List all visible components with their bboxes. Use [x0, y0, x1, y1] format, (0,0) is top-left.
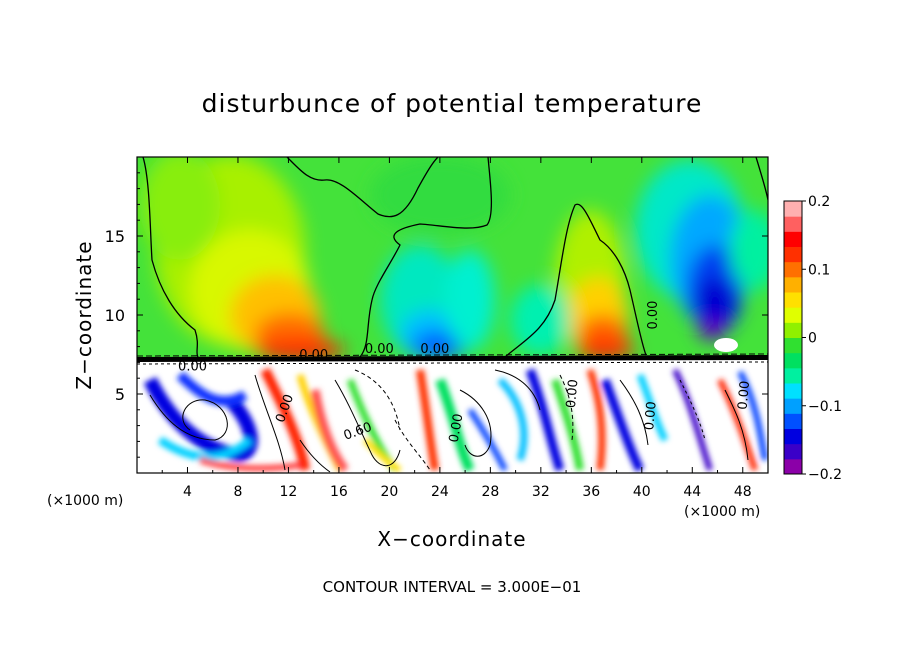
colorbar-swatch [784, 292, 802, 308]
x-tick-label: 16 [330, 484, 348, 500]
colorbar-swatch [784, 458, 802, 475]
colorbar-swatch [784, 322, 802, 338]
y-axis: 5 10 15 [105, 172, 768, 458]
y-tick-label: 15 [105, 227, 125, 246]
colorbar-swatch [784, 276, 802, 293]
chart-title: disturbunce of potential temperature [202, 89, 703, 118]
contour-label: 0.00 [564, 379, 581, 409]
white-patch [714, 338, 738, 352]
x-tick-label: 12 [280, 484, 298, 500]
colorbar-swatch [784, 443, 802, 460]
contour-label: 0.00 [642, 401, 659, 431]
lower-turbulent-field [137, 360, 768, 473]
x-tick-label: 40 [633, 484, 651, 500]
y-tick-label: 10 [105, 306, 125, 325]
contour-label: 0.00 [420, 342, 449, 357]
y-tick-label: 5 [115, 385, 125, 404]
colorbar-swatch [784, 383, 802, 399]
x-unit-label: (×1000 m) [684, 504, 760, 520]
x-tick-label: 44 [683, 484, 701, 500]
x-axis-label: X−coordinate [377, 527, 526, 551]
colorbar-tick-label: 0.1 [808, 262, 830, 278]
temperature-field [137, 157, 768, 473]
contour-label: 0.00 [646, 301, 661, 330]
colorbar-swatch [784, 246, 802, 263]
colorbar-tick-label: 0.2 [808, 194, 830, 210]
colorbar-tick-label: −0.2 [808, 467, 842, 483]
inversion-line [137, 355, 768, 362]
x-tick-label: 28 [481, 484, 499, 500]
x-tick-label: 20 [380, 484, 398, 500]
y-unit-label: (×1000 m) [47, 493, 123, 509]
colorbar-tick-label: −0.1 [808, 399, 842, 415]
contour-label: 0.00 [447, 413, 467, 444]
x-axis: 4 8 12 16 20 24 28 32 36 40 44 48 [161, 157, 752, 500]
contour-label: 0.00 [299, 348, 328, 363]
colorbar-swatch [784, 231, 802, 247]
x-tick-label: 4 [183, 484, 192, 500]
colorbar-swatch [784, 367, 802, 384]
colorbar-swatch [784, 201, 802, 217]
x-tick-label: 48 [734, 484, 752, 500]
y-axis-label: Z−coordinate [72, 240, 96, 389]
x-tick-label: 24 [431, 484, 449, 500]
x-tick-label: 36 [582, 484, 600, 500]
contour-label: 0.00 [365, 342, 394, 357]
contour-label: 0.00 [736, 380, 753, 410]
upper-field-blobs [140, 157, 768, 360]
colorbar-swatch [784, 261, 802, 278]
contour-label: 0.00 [178, 359, 207, 374]
colorbar-swatch [784, 216, 802, 232]
colorbar: 0.2 0.1 0 −0.1 −0.2 [783, 194, 842, 483]
colorbar-tick-label: 0 [808, 331, 817, 347]
contour-labels: 0.000.00 0.00 0.000.600.000.000.000.000.00… [178, 301, 753, 444]
x-tick-label: 32 [532, 484, 550, 500]
colorbar-swatch [784, 413, 802, 429]
colorbar-swatch [784, 398, 802, 414]
colorbar-swatch [784, 428, 802, 445]
colorbar-swatch [784, 307, 802, 323]
x-tick-label: 8 [233, 484, 242, 500]
zero-contours [142, 157, 768, 358]
colorbar-swatch [784, 337, 802, 354]
contour-interval-text: CONTOUR INTERVAL = 3.000E−01 [323, 578, 582, 596]
colorbar-swatch [784, 352, 802, 369]
